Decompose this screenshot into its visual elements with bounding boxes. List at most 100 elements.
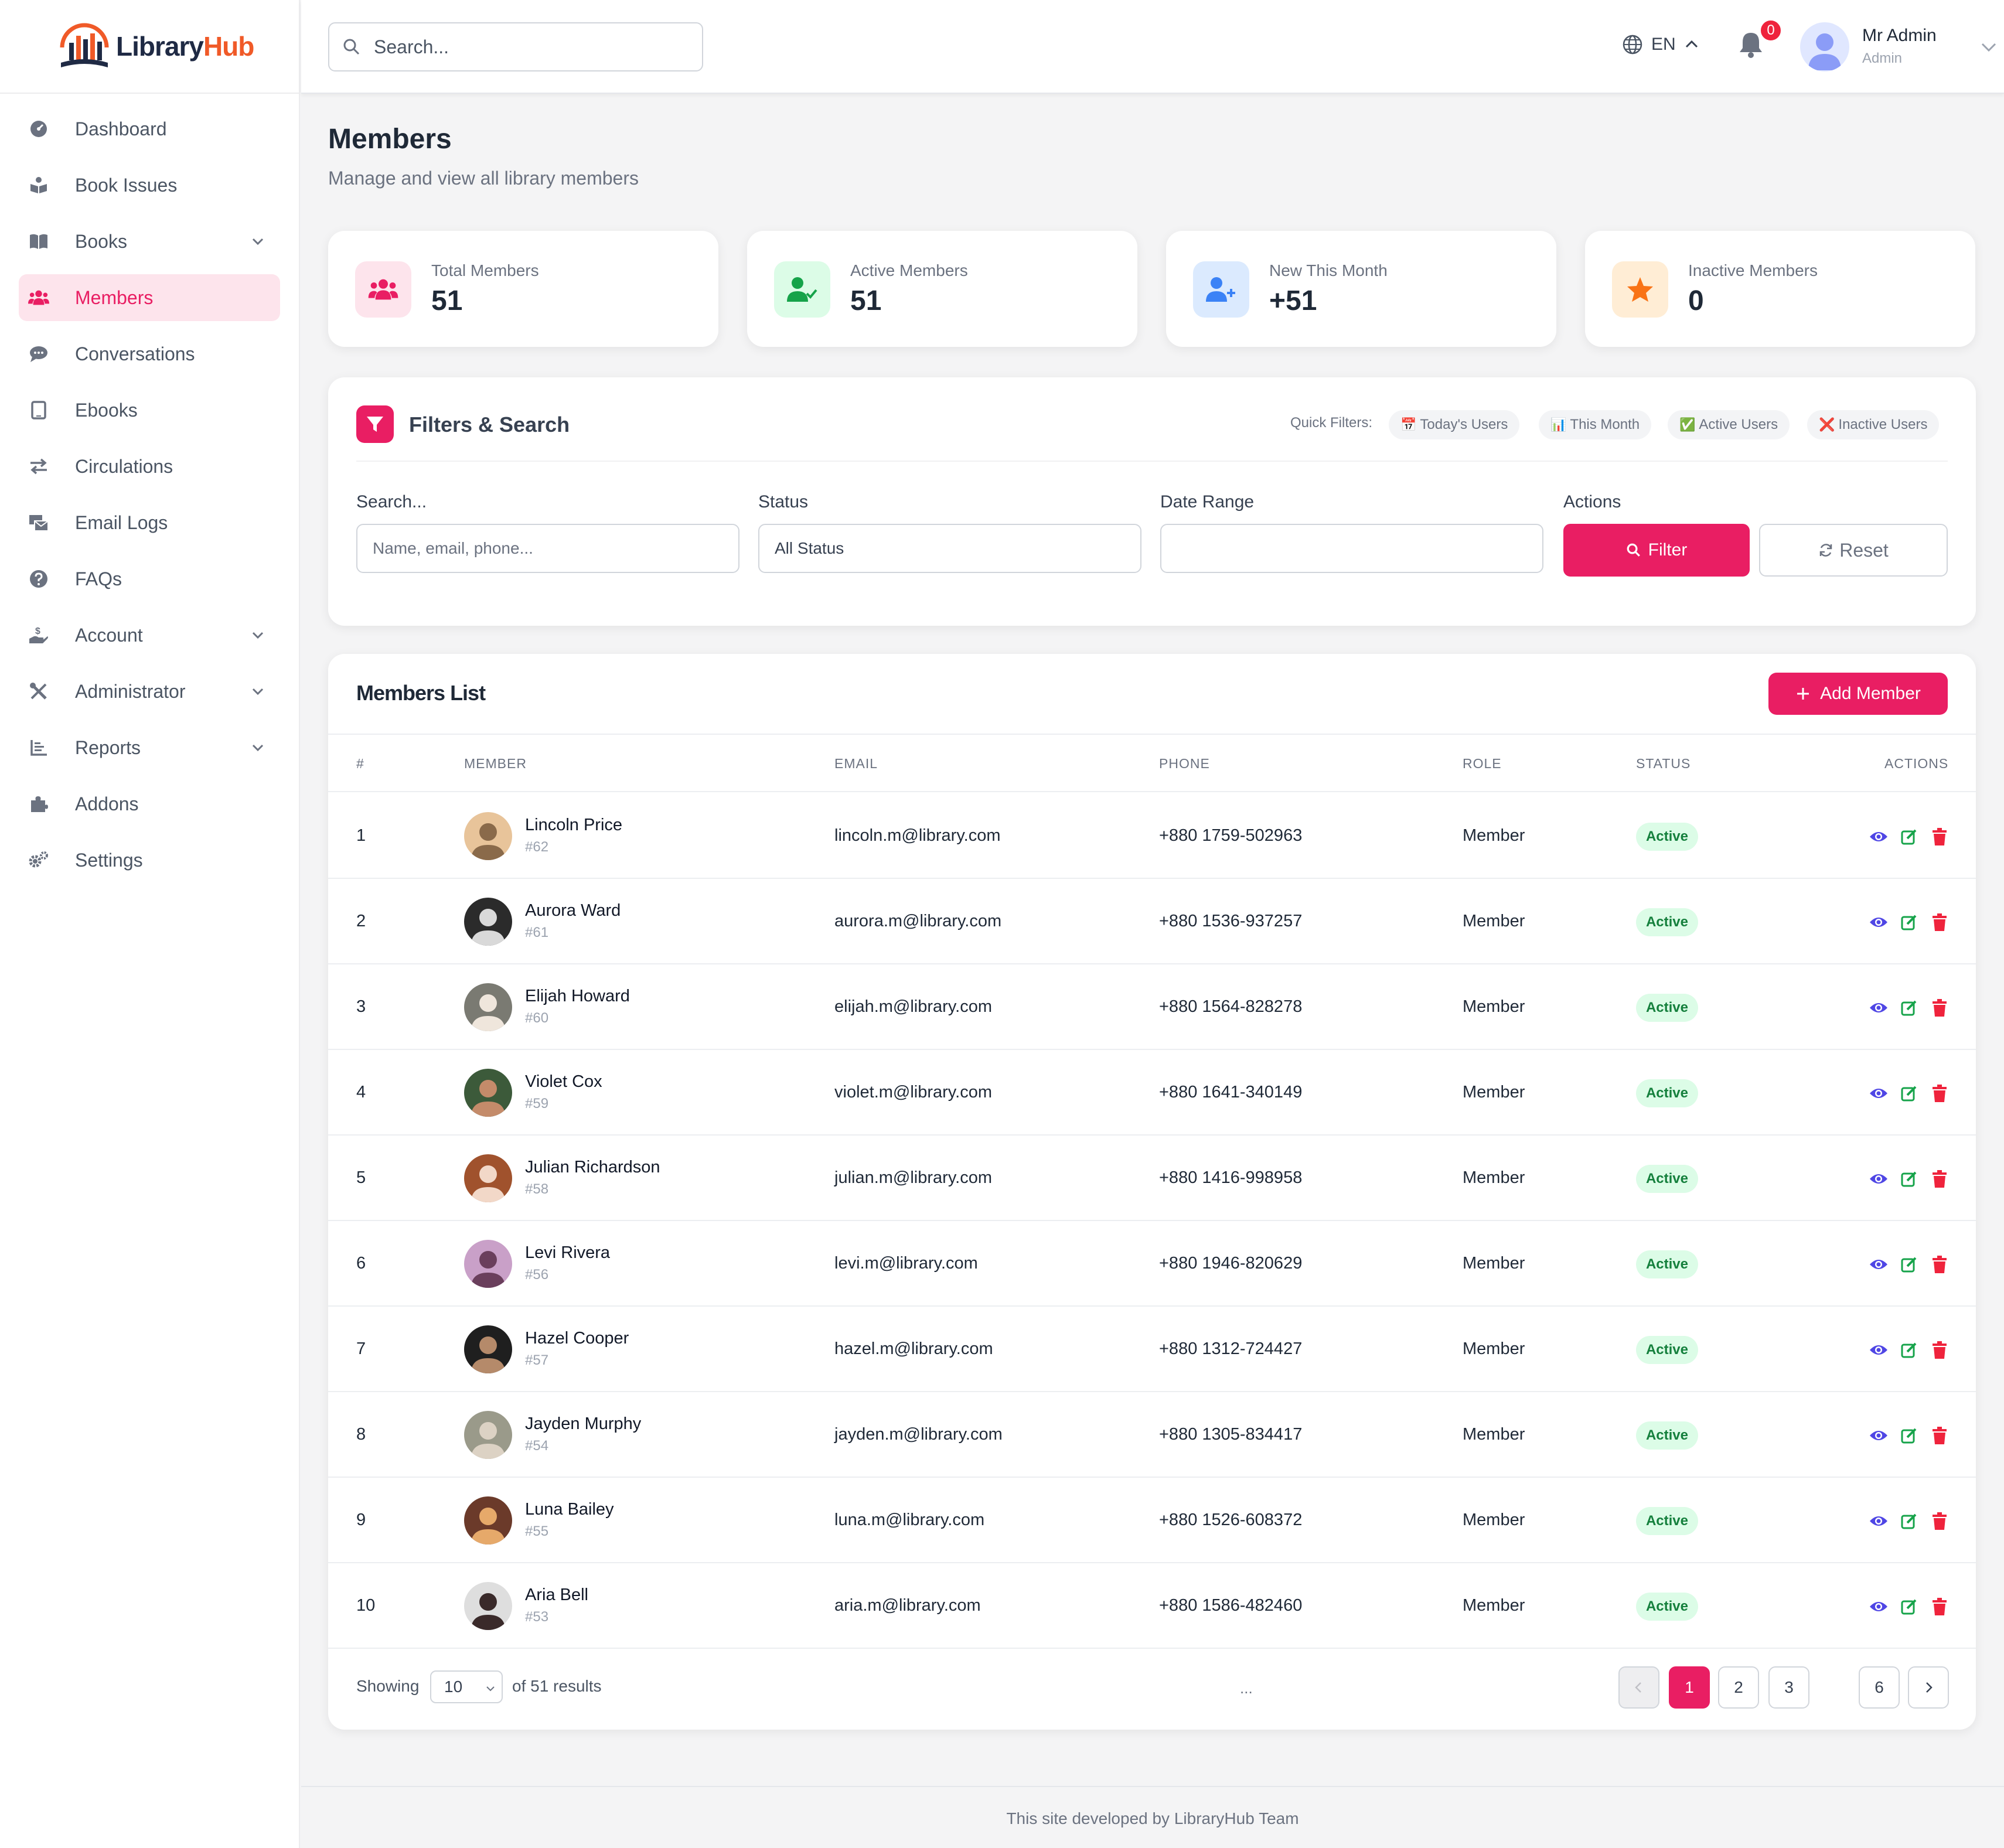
edit-button[interactable] [1899, 1254, 1920, 1275]
sidebar-item-circulations[interactable]: Circulations [19, 443, 280, 490]
member-name[interactable]: Luna Bailey [525, 1500, 614, 1519]
mail-bulk-icon [28, 512, 49, 533]
reset-button[interactable]: Reset [1759, 524, 1948, 577]
chevron-down-icon [486, 1686, 495, 1692]
view-button[interactable] [1868, 1083, 1889, 1104]
member-name[interactable]: Violet Cox [525, 1072, 602, 1091]
delete-button[interactable] [1929, 912, 1950, 933]
sidebar: LibraryHub Dashboard Book Issues Books M… [0, 0, 300, 1848]
member-name[interactable]: Lincoln Price [525, 816, 623, 834]
app-logo[interactable]: LibraryHub [0, 0, 299, 94]
view-button[interactable] [1868, 997, 1889, 1018]
page-button-3[interactable]: 3 [1768, 1666, 1809, 1709]
view-button[interactable] [1868, 1339, 1889, 1361]
view-button[interactable] [1868, 912, 1889, 933]
view-button[interactable] [1868, 1596, 1889, 1617]
bell-icon[interactable] [1738, 30, 1764, 59]
eye-icon [1870, 918, 1887, 927]
member-name[interactable]: Jayden Murphy [525, 1414, 642, 1433]
edit-button[interactable] [1899, 1168, 1920, 1189]
sidebar-item-conversations[interactable]: Conversations [19, 330, 280, 377]
sidebar-item-faqs[interactable]: FAQs [19, 555, 280, 602]
view-button[interactable] [1868, 826, 1889, 847]
member-name[interactable]: Hazel Cooper [525, 1329, 629, 1348]
sidebar-item-settings[interactable]: Settings [19, 837, 280, 884]
member-name[interactable]: Aria Bell [525, 1586, 588, 1604]
delete-button[interactable] [1929, 1425, 1950, 1446]
previous-page-button[interactable] [1618, 1666, 1659, 1709]
sidebar-item-label: Administrator [75, 680, 186, 702]
view-button[interactable] [1868, 1425, 1889, 1446]
delete-button[interactable] [1929, 1339, 1950, 1361]
sidebar-item-ebooks[interactable]: Ebooks [19, 387, 280, 434]
sidebar-item-reports[interactable]: Reports [19, 724, 280, 771]
date-range-input[interactable] [1160, 524, 1543, 573]
member-role: Member [1463, 1168, 1525, 1187]
sidebar-item-account[interactable]: $ Account [19, 612, 280, 659]
trash-icon [1933, 913, 1947, 931]
delete-button[interactable] [1929, 1511, 1950, 1532]
globe-icon [1623, 35, 1642, 54]
edit-button[interactable] [1899, 1511, 1920, 1532]
global-search-input[interactable]: Search... [328, 22, 703, 71]
quick-filter-active-users[interactable]: ✅ Active Users [1668, 410, 1790, 439]
delete-button[interactable] [1929, 1596, 1950, 1617]
cross-mark-icon: ❌ [1819, 417, 1835, 432]
quick-filter-inactive-users[interactable]: ❌ Inactive Users [1807, 410, 1940, 439]
quick-filter-this-month[interactable]: 📊 This Month [1539, 410, 1652, 439]
row-actions [1868, 1511, 1959, 1532]
member-name[interactable]: Levi Rivera [525, 1243, 611, 1262]
status-select[interactable]: All Status [758, 524, 1141, 573]
sidebar-item-administrator[interactable]: Administrator [19, 668, 280, 715]
sidebar-item-dashboard[interactable]: Dashboard [19, 105, 280, 152]
quick-filter-todays-users[interactable]: 📅 Today's Users [1389, 410, 1520, 439]
page-button-1[interactable]: 1 [1669, 1666, 1710, 1709]
user-name[interactable]: Mr Admin [1862, 26, 1937, 45]
member-role: Member [1463, 1083, 1525, 1102]
member-search-input[interactable]: Name, email, phone... [356, 524, 739, 573]
sidebar-item-members[interactable]: Members [19, 274, 280, 321]
sidebar-item-addons[interactable]: Addons [19, 780, 280, 827]
next-page-button[interactable] [1908, 1666, 1949, 1709]
language-selector[interactable]: EN [1622, 34, 1699, 55]
edit-icon [1901, 1000, 1917, 1016]
sidebar-item-books[interactable]: Books [19, 218, 280, 265]
delete-button[interactable] [1929, 997, 1950, 1018]
member-email: elijah.m@library.com [834, 997, 993, 1016]
page-button-2[interactable]: 2 [1718, 1666, 1759, 1709]
table-header: # MEMBER EMAIL PHONE ROLE STATUS ACTIONS [328, 734, 1976, 792]
sidebar-item-book-issues[interactable]: Book Issues [19, 162, 280, 209]
member-name[interactable]: Aurora Ward [525, 901, 621, 920]
member-name[interactable]: Elijah Howard [525, 987, 630, 1005]
edit-button[interactable] [1899, 912, 1920, 933]
status-badge: Active [1636, 823, 1698, 851]
edit-button[interactable] [1899, 1425, 1920, 1446]
page-button-6[interactable]: 6 [1859, 1666, 1900, 1709]
chevron-down-icon[interactable] [1979, 37, 1998, 56]
member-name[interactable]: Julian Richardson [525, 1158, 660, 1177]
status-badge: Active [1636, 1507, 1698, 1535]
edit-button[interactable] [1899, 997, 1920, 1018]
edit-button[interactable] [1899, 1596, 1920, 1617]
sidebar-item-email-logs[interactable]: Email Logs [19, 499, 280, 546]
chart-bar-icon [28, 737, 49, 758]
member-role: Member [1463, 912, 1525, 930]
user-avatar[interactable] [1800, 22, 1849, 71]
row-number: 8 [356, 1425, 366, 1444]
member-phone: +880 1526-608372 [1159, 1511, 1303, 1529]
edit-button[interactable] [1899, 1083, 1920, 1104]
edit-button[interactable] [1899, 1339, 1920, 1361]
edit-button[interactable] [1899, 826, 1920, 847]
per-page-select[interactable]: 10 [430, 1670, 503, 1703]
view-button[interactable] [1868, 1511, 1889, 1532]
delete-button[interactable] [1929, 826, 1950, 847]
view-button[interactable] [1868, 1168, 1889, 1189]
sidebar-item-label: Books [75, 230, 127, 252]
delete-button[interactable] [1929, 1083, 1950, 1104]
view-button[interactable] [1868, 1254, 1889, 1275]
book-open-icon [28, 231, 49, 252]
delete-button[interactable] [1929, 1168, 1950, 1189]
filter-button[interactable]: Filter [1563, 524, 1750, 577]
add-member-button[interactable]: Add Member [1768, 673, 1948, 715]
delete-button[interactable] [1929, 1254, 1950, 1275]
